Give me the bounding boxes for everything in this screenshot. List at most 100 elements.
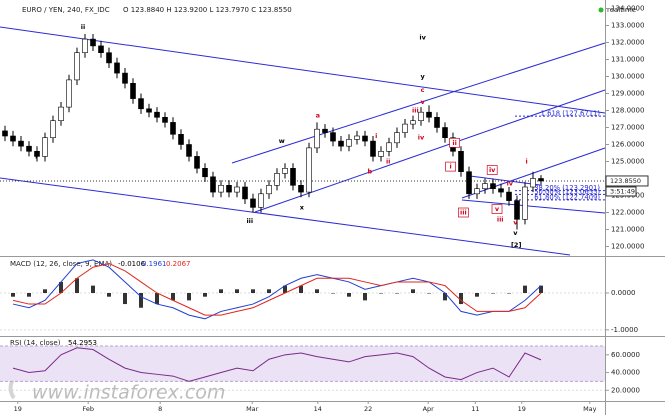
watermark: www.instaforex.com [32,382,225,404]
candle-body [50,120,56,138]
candle-body [370,140,376,157]
candle-body [122,72,128,84]
candle-body [18,140,24,147]
macd-histogram-bar [235,289,239,293]
macd-line [12,263,542,316]
wave-label: ii [386,158,390,166]
wave-label: ii [452,139,456,147]
x-tick-label: 8 [158,405,162,413]
timer-box [605,186,637,197]
candle-body [34,151,40,157]
macd-histogram-bar [187,293,191,301]
candle-body [66,79,72,108]
macd-histogram-bar [155,293,159,305]
candle-body [474,188,480,195]
macd-histogram-bar [443,293,447,301]
candle-body [506,191,512,201]
macd-histogram-bar [379,293,383,294]
candle-body [298,185,304,193]
wave-label: iv [418,134,425,142]
y-tick-label: 127.0000 [611,124,644,132]
candle-body [514,200,520,220]
macd-histogram-bar [539,285,543,293]
candle-body [410,120,416,125]
rsi-title: RSI (14, close) [10,339,61,347]
y-tick-label: 122.0000 [611,209,644,217]
candle-body [138,98,144,110]
candle-body [202,168,208,178]
macd-histogram-bar [331,293,335,294]
candle-body [250,198,256,208]
wave-label: iv [507,180,514,188]
y-tick-label: 133.0000 [611,22,644,30]
wave-label: [2] [511,241,521,249]
macd-histogram-bar [315,289,319,293]
candle-body [266,185,272,195]
macd-histogram-bar [507,293,511,294]
candle-body [522,186,528,220]
wave-label: v [420,98,425,106]
x-tick-label: 14 [314,405,322,413]
macd-histogram-bar [139,293,143,308]
y-tick-label: 126.0000 [611,141,644,149]
candle-body [154,111,160,118]
macd-histogram-bar [347,293,351,297]
candle-body [186,144,192,157]
candle-body [114,62,120,74]
candle-body [458,151,464,173]
candle-body [538,178,544,182]
wave-label: y [420,73,425,81]
wave-label: i [525,158,527,166]
candle-body [490,183,496,190]
fib-label: 61.80% (122.7409) [534,193,600,201]
candle-body [338,140,344,147]
macd-histogram-bar [43,289,47,293]
annotation-box [449,137,460,148]
rsi-band [0,345,605,382]
candle-body [106,52,112,64]
wave-label: i [35,152,37,160]
y-tick-label: 40.0000 [611,369,640,377]
annotation-box [445,161,456,172]
macd-histogram-bar [267,289,271,293]
y-tick-label: 131.0000 [611,56,644,64]
macd-histogram-bar [107,293,111,297]
macd-histogram-bar [251,289,255,293]
wave-label: iii [412,107,419,115]
timer: 3:51:49 [610,187,635,195]
y-tick-label: 60.0000 [611,351,640,359]
macd-title: MACD (12, 26, close, 9, EMA) [10,260,112,268]
candle-body [74,52,80,81]
macd-legend-value: -0.0106 [118,260,146,268]
x-tick-label: May [583,405,597,413]
macd-histogram-bar [219,289,223,293]
wave-label: a [316,112,320,120]
status-text: realtime [607,6,636,14]
macd-line [12,259,542,320]
macd-legend-value: 0.2067 [166,260,191,268]
y-tick-label: 134.0000 [611,5,644,13]
macd-legend-value: 0.1961 [142,260,167,268]
wave-label: c [421,86,425,94]
candle-body [378,151,384,157]
macd-histogram-bar [395,293,399,294]
candle-body [482,183,488,190]
macd-histogram-bar [283,285,287,293]
macd-histogram-bar [59,281,63,293]
wave-label: v [495,205,500,213]
y-tick-label: 125.0000 [611,158,644,166]
candle-body [402,123,408,133]
macd-histogram-bar [123,293,127,305]
x-tick-label: Feb [82,405,94,413]
macd-histogram-bar [299,285,303,293]
candle-body [242,186,248,200]
candle-body [10,135,16,142]
macd-histogram-bar [91,285,95,293]
candle-body [210,176,216,193]
annotation-box [491,204,503,214]
candle-body [26,145,32,152]
wave-label: v [513,229,518,237]
candle-body [314,128,320,149]
candle-body [322,128,328,133]
candle-body [434,117,440,128]
